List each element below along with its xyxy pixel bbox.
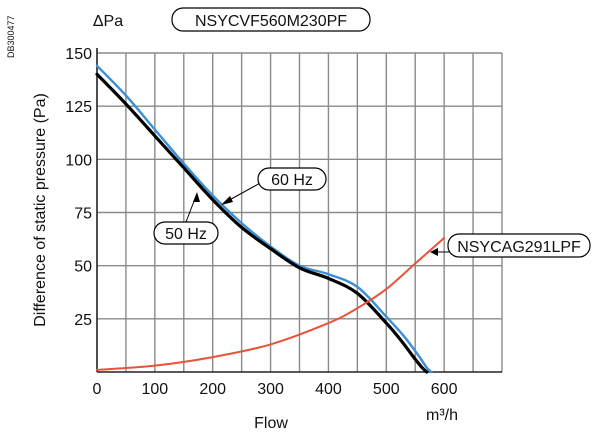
series-line-nsycag291lpf — [96, 237, 446, 371]
series-line-50-hz — [95, 72, 429, 374]
y-tick-labels: 25 50 75 100 125 150 — [65, 46, 92, 329]
x-axis-label: Flow — [254, 415, 288, 432]
title-badge — [171, 7, 371, 32]
x-tick-label: 600 — [431, 381, 458, 398]
series-group — [95, 64, 446, 374]
y-axis-label: Difference of static pressure (Pa) — [32, 93, 49, 327]
callout-60hz: 60 Hz — [221, 167, 327, 205]
x-tick-label: 200 — [199, 381, 226, 398]
x-tick-label: 500 — [373, 381, 400, 398]
grid — [97, 52, 503, 372]
y-tick-label: 25 — [74, 312, 92, 329]
chart-title: NSYCVF560M230PF — [195, 13, 347, 30]
y-unit: ΔPa — [93, 13, 123, 30]
y-tick-label: 50 — [74, 259, 92, 276]
label-50hz: 50 Hz — [165, 226, 207, 243]
y-tick-label: 125 — [65, 99, 92, 116]
x-tick-labels: 0 100 200 300 400 500 600 — [93, 381, 458, 398]
x-tick-label: 100 — [142, 381, 169, 398]
doc-code: DB300477 — [6, 15, 16, 58]
label-nsycag291lpf: NSYCAG291LPF — [457, 239, 581, 256]
series-line-60-hz — [95, 64, 433, 374]
x-tick-label: 300 — [257, 381, 284, 398]
callout-nsycag: NSYCAG291LPF — [430, 233, 591, 258]
x-tick-label: 0 — [93, 381, 102, 398]
x-unit: m³/h — [426, 407, 458, 424]
x-tick-label: 400 — [315, 381, 342, 398]
callout-50hz: 50 Hz — [153, 192, 219, 245]
y-tick-label: 75 — [74, 206, 92, 223]
y-tick-label: 100 — [65, 152, 92, 169]
axes — [96, 48, 502, 373]
label-60hz: 60 Hz — [271, 172, 313, 189]
y-tick-label: 150 — [65, 46, 92, 63]
